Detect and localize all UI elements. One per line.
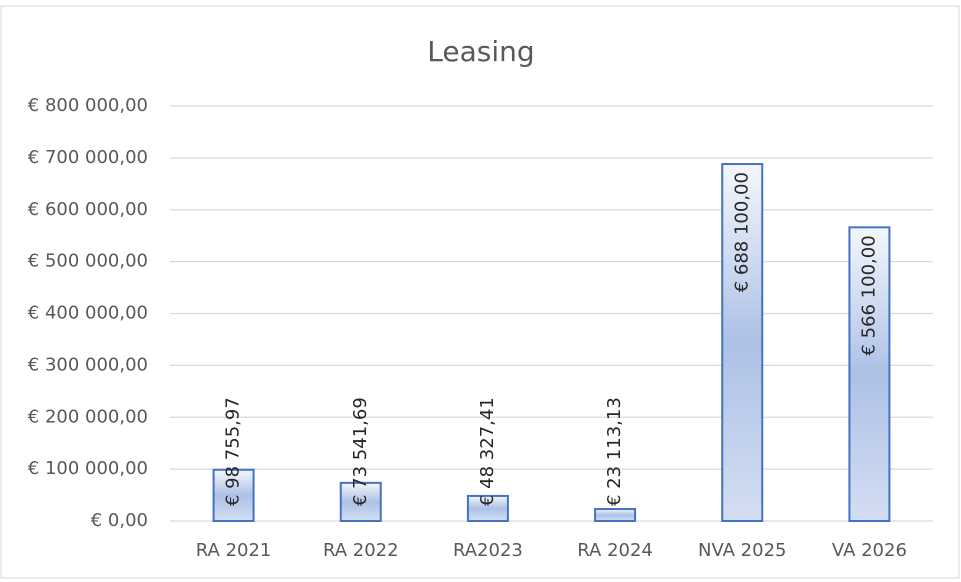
y-tick-label: € 200 000,00: [28, 406, 148, 427]
data-label: € 48 327,41: [477, 397, 498, 506]
bar: [339, 481, 382, 522]
data-label: € 688 100,00: [731, 172, 752, 292]
data-label: € 566 100,00: [858, 235, 879, 355]
bar: [848, 226, 891, 522]
x-tick-label: RA 2022: [323, 540, 399, 561]
chart-title: Leasing: [427, 35, 534, 68]
data-label: € 98 755,97: [223, 397, 244, 506]
y-tick-label: € 500 000,00: [28, 251, 148, 272]
y-tick-label: € 0,00: [91, 510, 148, 531]
x-tick-label: RA2023: [453, 540, 523, 561]
x-tick-label: NVA 2025: [698, 540, 786, 561]
bar: [594, 508, 637, 523]
y-tick-label: € 800 000,00: [28, 95, 148, 116]
bar: [466, 494, 509, 522]
bar: [212, 468, 255, 523]
chart-border: [0, 5, 960, 579]
y-tick-label: € 400 000,00: [28, 303, 148, 324]
x-tick-label: RA 2021: [196, 540, 272, 561]
y-tick-label: € 700 000,00: [28, 147, 148, 168]
bar: [721, 163, 764, 522]
x-tick-label: VA 2026: [832, 540, 907, 561]
x-tick-label: RA 2024: [577, 540, 653, 561]
data-label: € 73 541,69: [350, 397, 371, 506]
y-tick-label: € 300 000,00: [28, 354, 148, 375]
y-tick-label: € 100 000,00: [28, 458, 148, 479]
data-label: € 23 113,13: [604, 397, 625, 506]
y-tick-label: € 600 000,00: [28, 199, 148, 220]
